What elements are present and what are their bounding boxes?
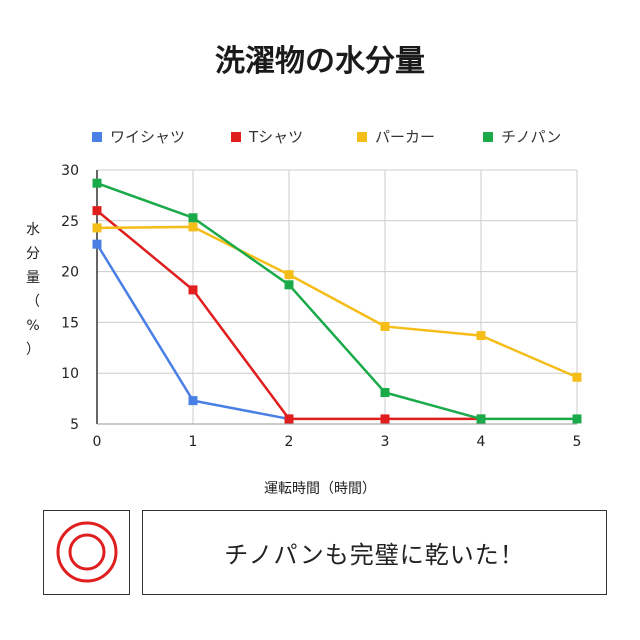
legend-label: チノパン — [501, 128, 561, 146]
y-axis-label-char: （ — [26, 294, 40, 310]
x-axis-label: 運転時間（時間） — [264, 481, 376, 497]
data-point — [92, 206, 102, 216]
legend-label: パーカー — [375, 128, 435, 146]
chart-title: 洗濯物の水分量 — [215, 44, 425, 79]
series-3 — [92, 178, 582, 424]
data-point — [380, 321, 390, 331]
data-point — [476, 414, 486, 424]
legend-swatch — [231, 132, 241, 142]
x-tick-label: 2 — [285, 434, 294, 450]
y-axis-label: 水分量 （% ） — [22, 218, 44, 362]
legend-label: Tシャツ — [248, 128, 303, 146]
legend-item: ワイシャツ — [92, 128, 185, 146]
data-point — [92, 239, 102, 249]
y-axis-label-char: ） — [26, 342, 40, 358]
y-axis-label-text: 水分量 （% ） — [22, 218, 44, 362]
y-axis-label-char: % — [26, 318, 40, 334]
series-line — [96, 182, 577, 421]
x-tick-label: 3 — [381, 434, 390, 450]
legend-swatch — [92, 132, 102, 142]
data-point — [476, 331, 486, 341]
legend-swatch — [357, 132, 367, 142]
series-line — [96, 225, 578, 379]
y-tick-label: 20 — [61, 265, 79, 281]
legend-item: Tシャツ — [231, 128, 303, 146]
x-tick-label: 4 — [477, 434, 486, 450]
y-tick-label: 5 — [70, 417, 79, 433]
grid — [96, 169, 578, 425]
data-point — [380, 388, 390, 398]
data-point — [572, 414, 582, 424]
series-2 — [92, 222, 582, 382]
data-point — [284, 280, 294, 290]
x-tick-label: 1 — [189, 434, 198, 450]
series-lines — [92, 178, 582, 424]
y-tick-label: 10 — [61, 366, 79, 382]
data-point — [188, 285, 198, 295]
x-tick-label: 5 — [573, 434, 582, 450]
data-point — [188, 396, 198, 406]
legend-swatch — [483, 132, 493, 142]
y-axis-label-char: 分 — [26, 246, 40, 262]
result-message: チノパンも完璧に乾いた！ — [224, 541, 525, 569]
y-tick-label: 30 — [61, 163, 79, 179]
data-point — [188, 222, 198, 232]
result-mark-box — [43, 510, 130, 595]
data-point — [92, 223, 102, 233]
data-point — [284, 270, 294, 280]
y-tick-label: 15 — [61, 315, 79, 331]
data-point — [380, 414, 390, 424]
data-point — [188, 213, 198, 223]
double-circle-icon — [56, 521, 118, 583]
data-point — [572, 372, 582, 382]
line-chart: 5 10 15 20 25 30 0 1 2 3 4 5 ワイシャツ Tシャツ パーカー チノパン — [61, 128, 582, 450]
result-message-box: チノパンも完璧に乾いた！ — [142, 510, 607, 595]
axes: 5 10 15 20 25 30 0 1 2 3 4 5 — [61, 163, 581, 450]
legend: ワイシャツ Tシャツ パーカー チノパン — [92, 128, 561, 146]
data-point — [284, 414, 294, 424]
data-point — [92, 178, 102, 188]
legend-item: チノパン — [483, 128, 561, 146]
y-axis-label-char: 量 — [26, 270, 40, 286]
x-tick-label: 0 — [93, 434, 102, 450]
legend-label: ワイシャツ — [110, 128, 185, 146]
y-tick-label: 25 — [61, 214, 79, 230]
legend-item: パーカー — [357, 128, 435, 146]
y-axis-label-char: 水 — [26, 222, 40, 238]
